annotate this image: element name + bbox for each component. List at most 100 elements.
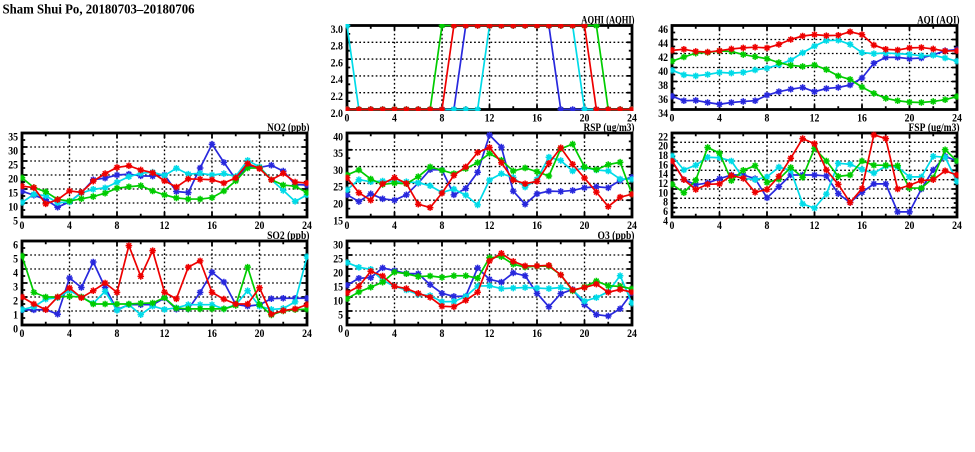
svg-text:2.2: 2.2	[331, 89, 343, 103]
svg-text:12: 12	[160, 326, 170, 340]
svg-text:8: 8	[765, 218, 770, 232]
svg-text:16: 16	[532, 326, 542, 340]
svg-text:AQHI (AQHI): AQHI (AQHI)	[581, 15, 634, 27]
svg-text:4: 4	[392, 111, 397, 125]
svg-text:4: 4	[67, 218, 72, 232]
svg-text:AQI (AQI): AQI (AQI)	[917, 15, 960, 27]
svg-text:20: 20	[333, 197, 343, 211]
svg-text:18: 18	[658, 148, 668, 162]
svg-text:3: 3	[13, 279, 18, 293]
svg-text:38: 38	[658, 78, 668, 92]
svg-text:4: 4	[663, 213, 668, 227]
svg-text:40: 40	[333, 129, 343, 143]
svg-text:3.0: 3.0	[331, 22, 343, 36]
svg-text:25: 25	[8, 157, 18, 171]
svg-text:25: 25	[333, 251, 343, 265]
svg-text:20: 20	[255, 326, 265, 340]
svg-text:10: 10	[8, 199, 18, 213]
svg-text:25: 25	[333, 180, 343, 194]
svg-text:16: 16	[658, 157, 668, 171]
svg-text:12: 12	[810, 218, 820, 232]
svg-text:15: 15	[333, 279, 343, 293]
svg-text:O3 (ppb): O3 (ppb)	[598, 230, 635, 242]
svg-text:2.8: 2.8	[331, 39, 343, 53]
svg-text:RSP (ug/m3): RSP (ug/m3)	[584, 122, 635, 134]
svg-text:30: 30	[333, 163, 343, 177]
svg-text:40: 40	[658, 64, 668, 78]
svg-text:22: 22	[658, 129, 668, 143]
svg-text:2.6: 2.6	[331, 55, 343, 69]
svg-text:Sham Shui Po, 20180703–2018070: Sham Shui Po, 20180703–20180706	[3, 2, 195, 17]
svg-text:5: 5	[338, 307, 343, 321]
svg-text:14: 14	[658, 167, 668, 181]
svg-text:0: 0	[670, 111, 675, 125]
svg-text:20: 20	[333, 265, 343, 279]
svg-text:8: 8	[440, 326, 445, 340]
svg-text:8: 8	[115, 218, 120, 232]
svg-text:20: 20	[580, 326, 590, 340]
svg-text:4: 4	[13, 265, 18, 279]
svg-text:24: 24	[627, 218, 637, 232]
svg-text:4: 4	[392, 218, 397, 232]
svg-text:0: 0	[345, 326, 350, 340]
svg-text:10: 10	[333, 293, 343, 307]
svg-text:2.4: 2.4	[331, 72, 343, 86]
svg-text:16: 16	[532, 111, 542, 125]
svg-text:8: 8	[440, 218, 445, 232]
svg-text:4: 4	[717, 111, 722, 125]
svg-text:24: 24	[627, 326, 637, 340]
svg-text:2.0: 2.0	[331, 106, 343, 120]
svg-text:16: 16	[207, 326, 217, 340]
svg-text:15: 15	[8, 185, 18, 199]
svg-text:16: 16	[857, 218, 867, 232]
svg-text:16: 16	[207, 218, 217, 232]
svg-text:4: 4	[717, 218, 722, 232]
svg-text:1: 1	[13, 307, 18, 321]
svg-text:34: 34	[658, 106, 668, 120]
svg-text:12: 12	[810, 111, 820, 125]
svg-text:8: 8	[440, 111, 445, 125]
svg-text:0: 0	[338, 321, 343, 335]
svg-text:20: 20	[255, 218, 265, 232]
svg-text:30: 30	[333, 237, 343, 251]
svg-text:20: 20	[905, 111, 915, 125]
svg-text:SO2 (ppb): SO2 (ppb)	[267, 230, 310, 242]
svg-text:12: 12	[658, 176, 668, 190]
svg-text:20: 20	[580, 111, 590, 125]
svg-text:15: 15	[333, 213, 343, 227]
svg-text:5: 5	[13, 251, 18, 265]
svg-text:FSP (ug/m3): FSP (ug/m3)	[909, 122, 960, 134]
svg-text:8: 8	[663, 195, 668, 209]
svg-text:12: 12	[160, 218, 170, 232]
svg-text:8: 8	[115, 326, 120, 340]
svg-text:0: 0	[670, 218, 675, 232]
svg-text:16: 16	[532, 218, 542, 232]
svg-text:2: 2	[13, 293, 18, 307]
svg-text:8: 8	[765, 111, 770, 125]
svg-text:20: 20	[8, 171, 18, 185]
svg-text:0: 0	[345, 111, 350, 125]
svg-text:NO2 (ppb): NO2 (ppb)	[267, 122, 310, 134]
svg-text:24: 24	[302, 218, 312, 232]
svg-text:0: 0	[13, 321, 18, 335]
svg-text:20: 20	[580, 218, 590, 232]
svg-text:42: 42	[658, 50, 668, 64]
svg-text:0: 0	[345, 218, 350, 232]
svg-text:24: 24	[952, 218, 962, 232]
svg-text:20: 20	[905, 218, 915, 232]
svg-text:4: 4	[392, 326, 397, 340]
svg-text:46: 46	[658, 22, 668, 36]
svg-text:20: 20	[658, 139, 668, 153]
svg-text:0: 0	[20, 218, 25, 232]
svg-text:24: 24	[627, 111, 637, 125]
svg-text:16: 16	[857, 111, 867, 125]
svg-text:35: 35	[333, 146, 343, 160]
svg-text:44: 44	[658, 36, 668, 50]
svg-text:12: 12	[485, 326, 495, 340]
svg-text:6: 6	[663, 204, 668, 218]
svg-text:10: 10	[658, 185, 668, 199]
svg-text:30: 30	[8, 143, 18, 157]
svg-text:24: 24	[302, 326, 312, 340]
svg-text:24: 24	[952, 111, 962, 125]
svg-text:4: 4	[67, 326, 72, 340]
